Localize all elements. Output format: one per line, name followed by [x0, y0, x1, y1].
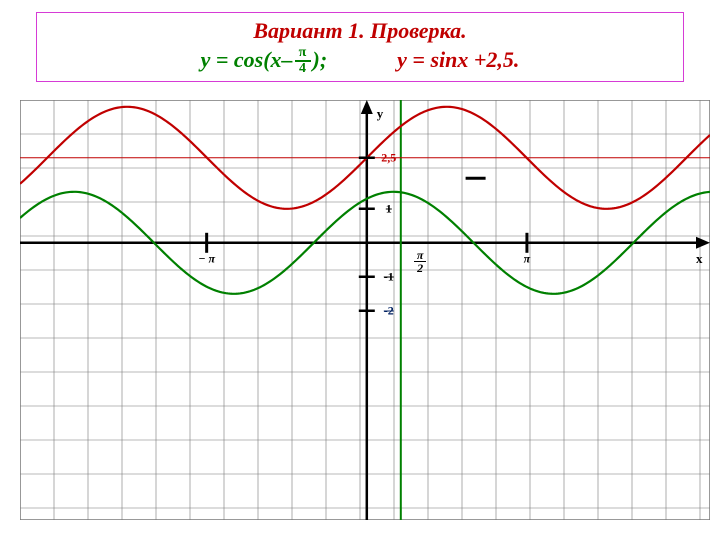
header-box: Вариант 1. Проверка. y = cos(x– π 4 ); y… — [36, 12, 684, 82]
x-tick-label: π — [524, 251, 531, 266]
equation-2: y = sinx +2,5. — [397, 46, 519, 75]
eq1-post: ); — [313, 46, 328, 75]
eq1-fraction: π 4 — [295, 46, 311, 76]
x-axis-label: x — [696, 251, 703, 267]
y-tick-label: 1 — [386, 201, 392, 216]
eq1-frac-num: π — [299, 46, 307, 60]
x-tick-label: π2 — [414, 248, 426, 274]
y-tick-label: -1 — [384, 269, 394, 284]
x-tick-label: − π — [198, 251, 215, 266]
chart-svg — [20, 100, 710, 520]
equations-row: y = cos(x– π 4 ); y = sinx +2,5. — [37, 46, 683, 76]
eq1-pre: y = cos(x– — [201, 46, 293, 75]
eq1-frac-den: 4 — [299, 62, 306, 76]
y-axis-label: y — [377, 106, 384, 122]
chart-area: 2,5 1 -1 -2 − π π2 π y x — [20, 100, 710, 520]
header-title: Вариант 1. Проверка. — [37, 17, 683, 46]
y-tick-label: -2 — [384, 303, 394, 318]
equation-1: y = cos(x– π 4 ); — [201, 46, 328, 76]
y-tick-label: 2,5 — [381, 150, 396, 165]
